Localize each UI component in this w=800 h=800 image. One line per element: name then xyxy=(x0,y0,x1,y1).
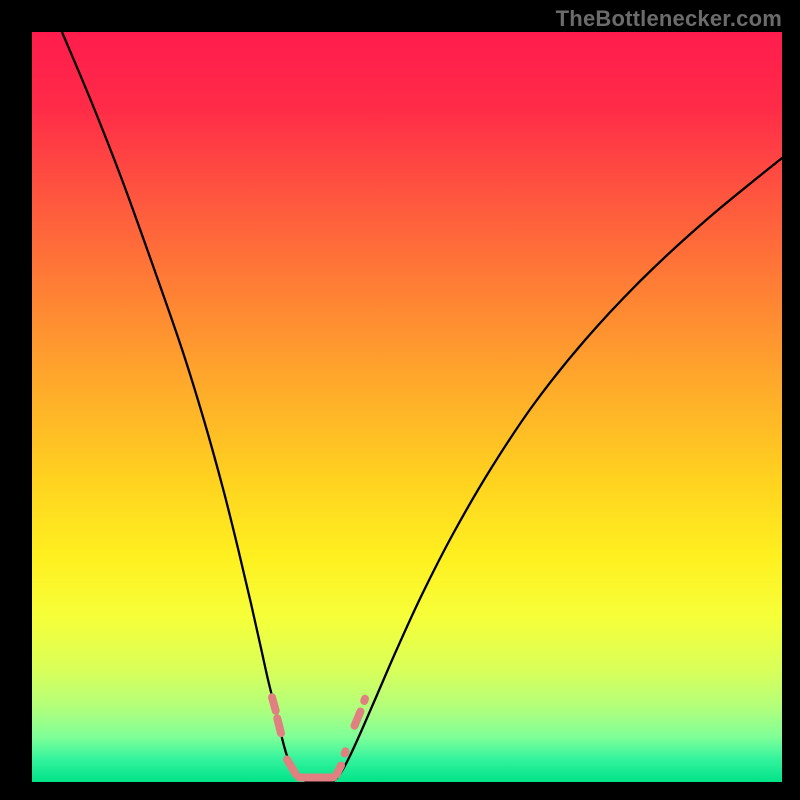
watermark-text: TheBottlenecker.com xyxy=(556,6,782,32)
valley-marker-4 xyxy=(337,766,342,775)
plot-area xyxy=(32,32,782,782)
valley-marker-1 xyxy=(277,718,281,733)
gradient-background xyxy=(32,32,782,782)
valley-marker-5 xyxy=(345,751,346,753)
valley-marker-0 xyxy=(272,697,276,711)
valley-marker-6 xyxy=(355,712,361,726)
valley-marker-7 xyxy=(364,699,365,701)
plot-svg xyxy=(32,32,782,782)
